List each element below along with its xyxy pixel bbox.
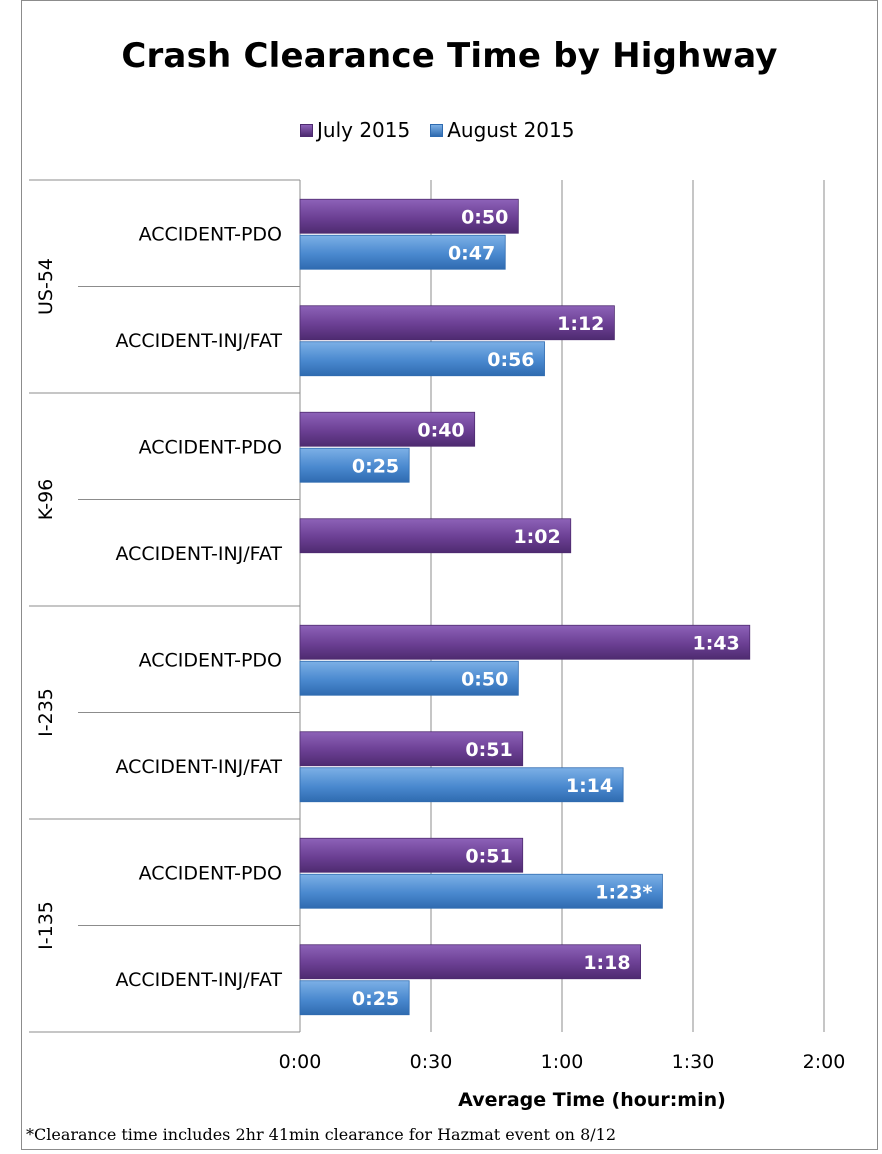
bar [299, 198, 519, 234]
bar [299, 837, 524, 873]
bar [299, 411, 476, 447]
legend-swatch [430, 123, 444, 137]
legend-label: August 2015 [447, 118, 575, 142]
bar-value-label: 1:02 [513, 526, 560, 548]
footnote: *Clearance time includes 2hr 41min clear… [26, 1125, 616, 1144]
category-label: ACCIDENT-PDO [139, 223, 282, 245]
bar-value-label: 0:50 [461, 668, 508, 690]
category-label: ACCIDENT-PDO [139, 649, 282, 671]
legend-item: July 2015 [300, 118, 410, 142]
bar-value-label: 0:25 [352, 988, 399, 1010]
bar [299, 873, 663, 909]
bar [299, 518, 572, 554]
bar [299, 660, 519, 696]
bar-value-label: 0:51 [465, 739, 512, 761]
x-tick-label: 1:00 [541, 1051, 584, 1073]
bar [299, 944, 642, 980]
x-axis-title: Average Time (hour:min) [458, 1089, 726, 1111]
bar-value-label: 1:12 [557, 313, 604, 335]
bar-value-label: 1:14 [566, 775, 613, 797]
group-label: K-96 [35, 479, 57, 521]
category-label: ACCIDENT-INJ/FAT [115, 969, 282, 991]
bar-value-label: 0:25 [352, 455, 399, 477]
bar [299, 447, 410, 483]
bar [299, 731, 524, 767]
category-label: ACCIDENT-PDO [139, 862, 282, 884]
legend-swatch [300, 123, 313, 137]
bar-value-label: 0:56 [487, 349, 534, 371]
legend-label: July 2015 [317, 118, 411, 142]
x-tick-label: 0:30 [410, 1051, 453, 1073]
category-label: ACCIDENT-INJ/FAT [115, 543, 282, 565]
bar [299, 767, 624, 803]
bar-value-label: 1:23* [595, 881, 652, 903]
chart-title: Crash Clearance Time by Highway [121, 36, 778, 76]
bar [299, 341, 545, 377]
legend: July 2015 August 2015 [300, 118, 594, 142]
group-label: I-135 [35, 901, 57, 950]
bar-value-label: 0:40 [417, 419, 464, 441]
chart-frame [21, 0, 878, 1150]
bar [299, 980, 410, 1016]
group-label: I-235 [35, 688, 57, 737]
bar [299, 234, 506, 270]
bar [299, 624, 751, 660]
bar-value-label: 0:51 [465, 845, 512, 867]
bar-value-label: 0:47 [448, 242, 495, 264]
category-label: ACCIDENT-PDO [139, 436, 282, 458]
category-label: ACCIDENT-INJ/FAT [115, 756, 282, 778]
legend-item: August 2015 [430, 118, 574, 142]
x-tick-label: 0:00 [279, 1051, 322, 1073]
x-tick-label: 1:30 [672, 1051, 715, 1073]
bar [299, 305, 615, 341]
x-tick-label: 2:00 [803, 1051, 846, 1073]
category-label: ACCIDENT-INJ/FAT [115, 330, 282, 352]
bar-value-label: 1:43 [693, 632, 740, 654]
group-label: US-54 [35, 258, 57, 315]
bar-value-label: 0:50 [461, 206, 508, 228]
bar-value-label: 1:18 [583, 952, 630, 974]
